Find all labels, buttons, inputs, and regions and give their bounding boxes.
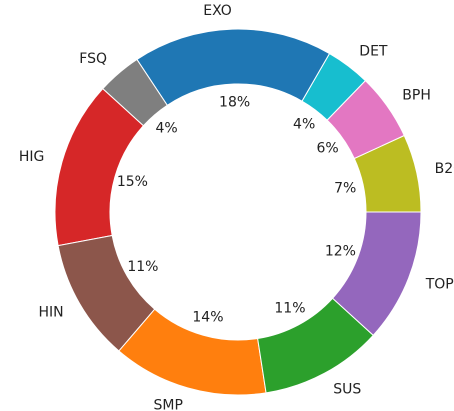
category-label: BPH [402, 88, 431, 104]
category-label: HIN [39, 305, 64, 321]
category-label: SMP [153, 398, 182, 411]
category-label: EXO [203, 3, 232, 19]
category-label: HIG [19, 149, 45, 165]
percent-label: 14% [192, 310, 223, 326]
percent-label: 11% [127, 259, 158, 275]
percent-label: 6% [317, 141, 339, 157]
percent-label: 4% [155, 121, 177, 137]
percent-label: 12% [325, 244, 356, 260]
category-label: SUS [333, 381, 361, 397]
category-label: B2C [435, 161, 454, 177]
category-label: FSQ [79, 51, 107, 67]
percent-label: 18% [219, 94, 250, 110]
percent-label: 4% [293, 116, 315, 132]
percent-label: 7% [334, 181, 356, 197]
category-label: TOP [425, 277, 454, 293]
percent-label: 15% [117, 174, 148, 190]
donut-segment [331, 211, 422, 336]
percent-label: 11% [274, 301, 305, 317]
category-label: DET [359, 43, 388, 59]
